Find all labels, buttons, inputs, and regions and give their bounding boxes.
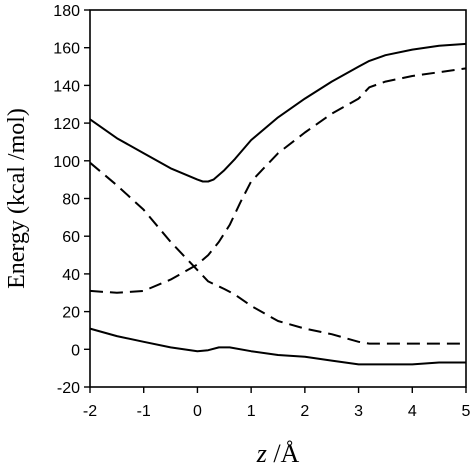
x-tick-label: 2 bbox=[300, 403, 309, 420]
y-tick-label: 120 bbox=[53, 116, 80, 133]
y-tick-label: 0 bbox=[71, 342, 80, 359]
x-axis-variable: z bbox=[256, 439, 267, 468]
x-tick-label: 0 bbox=[193, 403, 202, 420]
x-tick-label: 1 bbox=[247, 403, 256, 420]
y-tick-label: 100 bbox=[53, 154, 80, 171]
series-layer bbox=[89, 42, 467, 366]
series-line-4 bbox=[89, 327, 466, 366]
x-tick-label: -1 bbox=[137, 403, 151, 420]
x-tick-label: 4 bbox=[408, 403, 417, 420]
y-tick-label: 40 bbox=[62, 267, 80, 284]
axis-layer: -20 0 20 40 60 80 100 120 140 160 180 -2 -1 0 1 2 3 4 5 bbox=[53, 3, 470, 420]
series-line-1 bbox=[89, 42, 467, 183]
plot-frame bbox=[89, 9, 467, 388]
series-line-2 bbox=[89, 67, 467, 294]
x-axis-label: z /Å bbox=[256, 439, 300, 468]
x-axis-unit: /Å bbox=[267, 439, 300, 468]
y-tick-label: 60 bbox=[62, 229, 80, 246]
x-tick-label: 5 bbox=[462, 403, 471, 420]
x-tick-label: -2 bbox=[83, 403, 97, 420]
y-tick-label: 180 bbox=[53, 3, 80, 20]
plot-area bbox=[89, 9, 467, 388]
y-tick-label: 160 bbox=[53, 41, 80, 58]
y-tick-label: 80 bbox=[62, 192, 80, 209]
y-tick-label: 140 bbox=[53, 78, 80, 95]
y-tick-label: -20 bbox=[57, 380, 80, 397]
y-axis-label: Energy (kcal /mol) bbox=[4, 108, 30, 289]
series-line-3 bbox=[89, 161, 466, 345]
y-tick-label: 20 bbox=[62, 305, 80, 322]
x-tick-label: 3 bbox=[354, 403, 363, 420]
